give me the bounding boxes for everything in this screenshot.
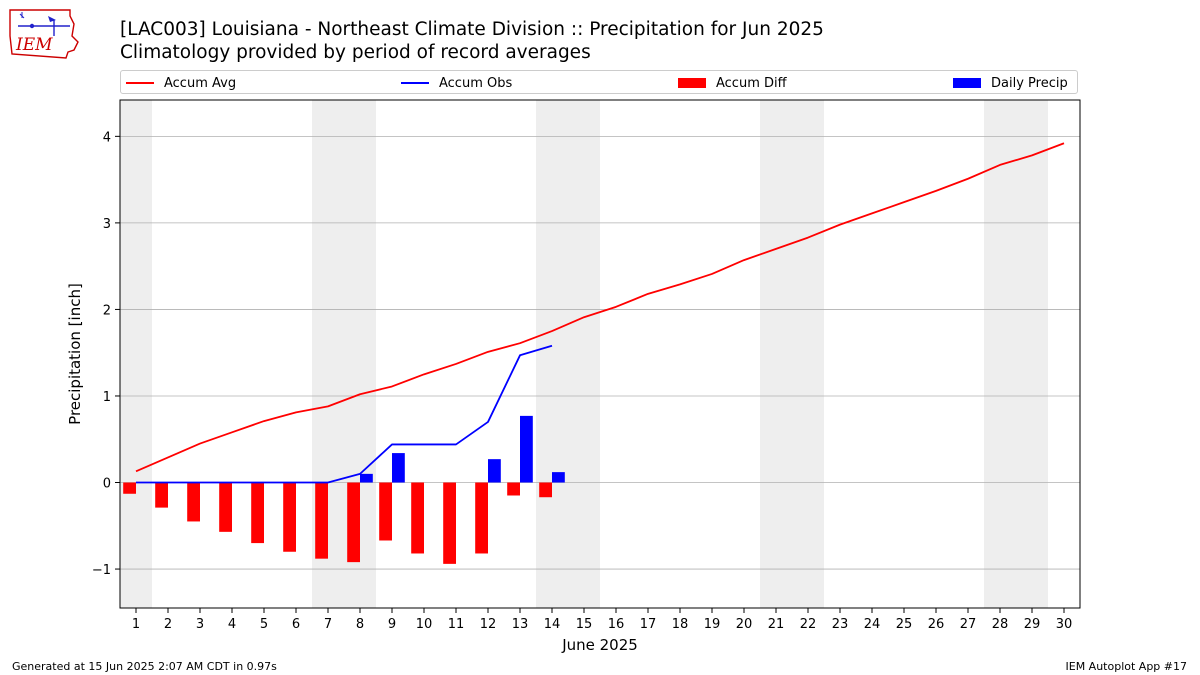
accum-diff-bar-8 [347,482,360,563]
x-tick-label: 2 [164,617,172,632]
x-tick-label: 12 [480,617,497,632]
iem-logo: IEM [8,6,80,60]
weekend-shade-day-21 [760,100,792,608]
y-tick-label: 4 [103,130,111,145]
x-tick-label: 24 [864,617,881,632]
x-tick-label: 1 [132,617,140,632]
x-tick-label: 7 [324,617,332,632]
y-axis-label: Precipitation [inch] [66,283,84,425]
x-tick-label: 13 [512,617,529,632]
x-tick-label: 25 [896,617,913,632]
footer-app-id: IEM Autoplot App #17 [1065,660,1188,673]
accum-diff-bar-12 [475,482,488,554]
x-tick-label: 26 [928,617,945,632]
bars [123,415,565,564]
x-tick-label: 8 [356,617,364,632]
legend-label-accum-obs: Accum Obs [439,75,513,91]
accum-diff-bar-6 [283,482,296,552]
legend-item-daily-precip: Daily Precip [953,74,1068,92]
daily-precip-bar-9 [392,453,405,483]
x-tick-label: 14 [544,617,561,632]
svg-text:IEM: IEM [15,35,53,55]
x-tick-label: 28 [992,617,1009,632]
y-tick-label: 3 [103,217,111,232]
x-tick-label: 30 [1056,617,1073,632]
x-axis-label: June 2025 [561,636,638,654]
x-tick-label: 3 [196,617,204,632]
lines [135,142,1065,484]
plot-frame [119,99,1081,609]
accum-diff-bar-10 [411,482,424,554]
x-tick-label: 22 [800,617,817,632]
accum-diff-bar-7 [315,482,328,559]
legend-label-accum-diff: Accum Diff [716,75,787,91]
legend-item-accum-avg: Accum Avg [126,74,236,92]
legend-label-daily-precip: Daily Precip [991,75,1068,91]
legend-label-accum-avg: Accum Avg [164,75,237,91]
accum-obs-line [136,344,553,484]
x-tick-label: 20 [736,617,753,632]
legend-swatch-accum-obs [401,82,429,84]
title-line-2: Climatology provided by period of record… [120,42,591,63]
weekend-shade-day-15 [568,100,600,608]
weekend-shade-day-29 [1016,100,1048,608]
accum-avg-line [135,142,1065,473]
x-tick-label: 16 [608,617,625,632]
y-tick-label: 0 [103,477,111,492]
weekend-shade-day-14 [536,100,568,608]
accum-diff-bar-4 [219,482,232,532]
x-tick-label: 15 [576,617,593,632]
legend-item-accum-obs: Accum Obs [401,74,512,92]
x-axis-ticks: 1 2 3 4 5 6 7 8 9 10 11 12 13 14 15 16 17 18 19 20 21 22 23 24 2… [132,608,1072,632]
x-tick-label: 4 [228,617,236,632]
legend-item-accum-diff: Accum Diff [678,74,787,92]
x-tick-label: 18 [672,617,689,632]
legend-swatch-daily-precip [953,78,981,88]
daily-precip-bar-8 [360,473,373,483]
x-tick-label: 19 [704,617,721,632]
chart-title: [LAC003] Louisiana - Northeast Climate D… [120,18,824,64]
y-tick-label: −1 [92,563,111,578]
x-tick-label: 5 [260,617,268,632]
legend-swatch-accum-diff [678,78,706,88]
accum-diff-bar-5 [251,482,264,544]
x-tick-label: 10 [416,617,433,632]
weekend-shade-day-22 [792,100,824,608]
y-tick-label: 1 [103,390,111,405]
accum-diff-bar-1 [123,482,136,494]
weekend-shade-day-1 [120,100,152,608]
x-tick-label: 29 [1024,617,1041,632]
y-axis-ticks: −1 0 1 2 3 4 [92,130,120,578]
accum-diff-bar-2 [155,482,168,508]
iowa-map-icon: IEM [9,9,79,59]
accum-diff-bar-3 [187,482,200,522]
x-tick-label: 23 [832,617,849,632]
legend-swatch-accum-avg [126,82,154,84]
chart-legend: Accum Avg Accum Obs Accum Diff Daily Pre… [120,70,1078,94]
weekend-shade-day-28 [984,100,1016,608]
accum-diff-bar-13 [507,482,520,496]
x-tick-label: 27 [960,617,977,632]
title-line-1: [LAC003] Louisiana - Northeast Climate D… [120,19,824,40]
daily-precip-bar-12 [488,459,501,483]
x-tick-label: 21 [768,617,785,632]
daily-precip-bar-14 [552,472,565,483]
x-tick-label: 9 [388,617,396,632]
x-tick-label: 17 [640,617,657,632]
daily-precip-bar-13 [520,415,533,483]
x-tick-label: 11 [448,617,465,632]
accum-diff-bar-11 [443,482,456,564]
x-tick-label: 6 [292,617,300,632]
footer-generated: Generated at 15 Jun 2025 2:07 AM CDT in … [12,660,277,673]
accum-diff-bar-14 [539,482,552,498]
accum-diff-bar-9 [379,482,392,541]
y-tick-label: 2 [103,303,111,318]
